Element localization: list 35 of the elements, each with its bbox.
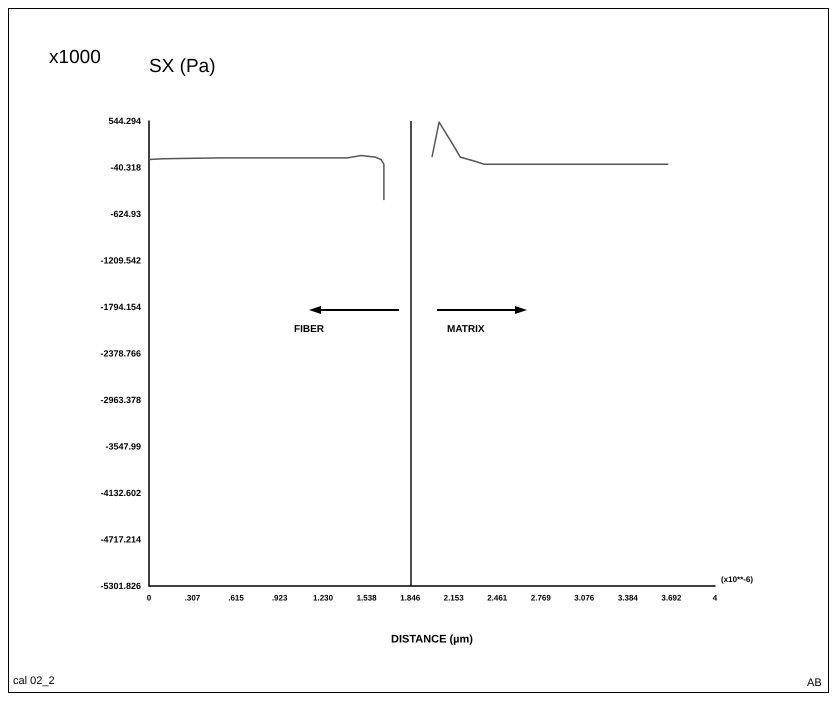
y-tick-label: -40.318 [110,162,141,172]
y-tick-label: 544.294 [108,116,141,126]
y-tick-label: -624.93 [110,209,141,219]
annotation: FIBER [294,324,324,335]
y-axis-title: SX (Pa) [149,56,216,77]
x-tick-label: 2.769 [530,594,552,602]
y-tick-label: -4717.214 [100,534,141,544]
y-tick-label: -3547.99 [105,442,141,452]
x-tick-label: 1.230 [313,594,334,602]
annotation: MATRIX [447,324,485,335]
x-tick-label: 1.846 [400,594,421,602]
x-tick-label: 0 [146,594,152,602]
x-tick-label: 3.384 [618,594,638,602]
x-tick-label: 2.153 [444,594,464,602]
x-tick-label: .307 [184,594,201,602]
x-tick-label: 2.461 [487,594,508,602]
y-tick-label: -1794.154 [100,302,141,312]
x-tick-label: 3.076 [574,594,595,602]
x-axis-title: DISTANCE (µm) [391,634,474,646]
x-tick-label: 1.538 [356,594,378,602]
y-tick-label: -5301.826 [100,581,141,591]
text: (x10**-6) [721,575,754,584]
x-tick-label: .923 [272,594,288,602]
x-tick-label: 3.692 [661,594,682,602]
text: cal 02_2 [13,675,55,687]
line-series [148,154,385,201]
x-tick-label: 4 [712,594,718,602]
y-tick-label: -2963.378 [100,395,141,405]
y-tick-label: -1209.542 [100,256,141,266]
text: AB [807,677,822,689]
y-tick-label: -2378.766 [100,348,141,358]
line-series [431,121,670,166]
text: x1000 [49,47,101,69]
y-tick-label: -4132.602 [100,488,141,498]
x-tick-label: .615 [228,594,244,602]
